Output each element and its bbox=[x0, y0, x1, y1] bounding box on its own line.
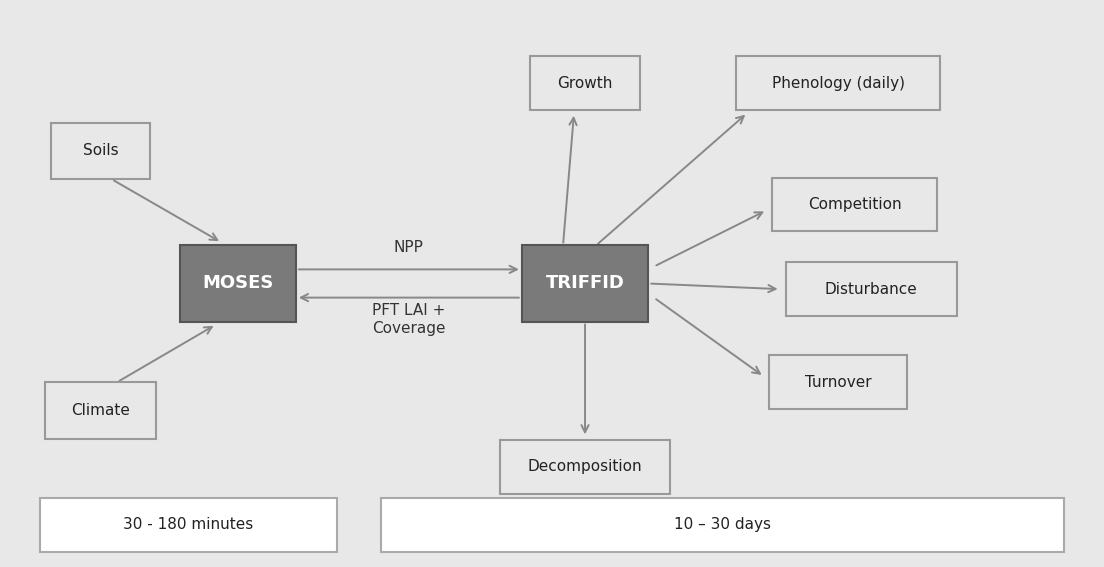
Text: 30 - 180 minutes: 30 - 180 minutes bbox=[124, 517, 254, 532]
Text: Growth: Growth bbox=[558, 76, 613, 91]
FancyBboxPatch shape bbox=[51, 122, 150, 179]
Text: Decomposition: Decomposition bbox=[528, 459, 643, 475]
FancyBboxPatch shape bbox=[772, 177, 937, 231]
FancyBboxPatch shape bbox=[736, 56, 941, 110]
FancyBboxPatch shape bbox=[45, 382, 156, 439]
FancyBboxPatch shape bbox=[500, 440, 670, 494]
FancyBboxPatch shape bbox=[786, 263, 957, 316]
FancyBboxPatch shape bbox=[769, 356, 907, 409]
Text: Competition: Competition bbox=[808, 197, 902, 212]
Text: Soils: Soils bbox=[83, 143, 118, 158]
Text: Disturbance: Disturbance bbox=[825, 282, 917, 297]
Text: MOSES: MOSES bbox=[202, 274, 274, 293]
Text: PFT LAI +
Coverage: PFT LAI + Coverage bbox=[372, 303, 446, 336]
Text: Turnover: Turnover bbox=[805, 375, 872, 390]
Text: TRIFFID: TRIFFID bbox=[545, 274, 625, 293]
Text: Climate: Climate bbox=[71, 403, 130, 418]
FancyBboxPatch shape bbox=[522, 246, 648, 321]
Text: Phenology (daily): Phenology (daily) bbox=[772, 76, 905, 91]
Text: NPP: NPP bbox=[394, 240, 424, 255]
FancyBboxPatch shape bbox=[40, 498, 337, 552]
FancyBboxPatch shape bbox=[530, 56, 640, 110]
FancyBboxPatch shape bbox=[180, 246, 296, 321]
Text: 10 – 30 days: 10 – 30 days bbox=[675, 517, 772, 532]
FancyBboxPatch shape bbox=[381, 498, 1064, 552]
